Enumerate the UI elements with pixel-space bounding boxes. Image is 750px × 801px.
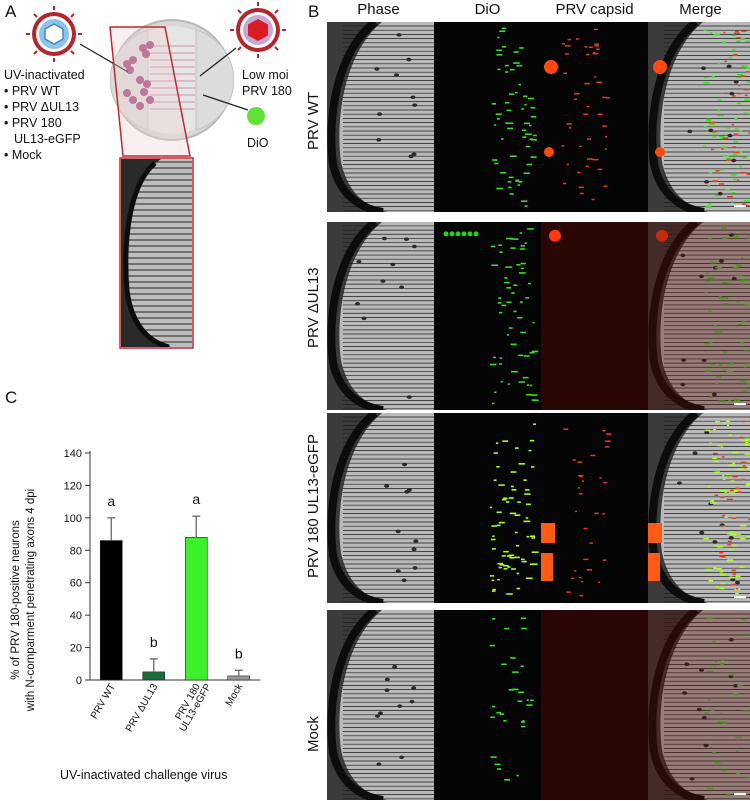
micrograph-dio-row2: [434, 222, 541, 410]
bar-2: [184, 537, 208, 681]
micrograph-merge-row1: [648, 22, 750, 212]
micrograph-merge-row4: [648, 610, 750, 800]
x-axis-label: UV-inactivated challenge virus: [60, 768, 228, 782]
significance-letter-3: b: [235, 645, 243, 661]
row-label-mock: Mock: [305, 716, 322, 752]
uv-item-mock: • Mock: [4, 148, 42, 162]
row-label-prv-dul13: PRV ΔUL13: [305, 267, 322, 348]
micrograph-phase-row4: [327, 610, 434, 800]
bar-3: [227, 675, 251, 681]
y-axis-label: % of PRV 180-positive neurons with N-com…: [9, 489, 39, 711]
column-header-dio: DiO: [474, 1, 501, 18]
y-tick-label: 140: [64, 448, 82, 460]
micrograph-phase-row2: [327, 222, 434, 410]
micrograph-dio-row3: [434, 413, 541, 603]
uv-item-prv-wt: • PRV WT: [4, 84, 61, 98]
bar-0: [99, 540, 123, 681]
y-tick-label: 120: [64, 480, 82, 492]
y-tick-label: 40: [70, 610, 82, 622]
significance-letter-2: a: [192, 491, 200, 507]
column-header-phase: Phase: [357, 1, 400, 18]
y-tick-label: 80: [70, 545, 82, 557]
micrograph-capsid-row3: [541, 413, 648, 603]
dio-label: DiO: [247, 136, 269, 150]
panel-a-letter: A: [5, 2, 17, 21]
bar-1: [142, 671, 166, 681]
y-tick-label: 60: [70, 578, 82, 590]
zoom-frame: [109, 26, 194, 349]
y-tick-label: 0: [76, 675, 82, 687]
panel-a-schematic: [26, 2, 286, 349]
micrograph-merge-row2: [648, 222, 750, 410]
column-header-merge: Merge: [679, 1, 722, 18]
micrograph-capsid-row1: [541, 22, 648, 212]
y-axis-label-line-1: % of PRV 180-positive neurons: [10, 520, 22, 680]
micrograph-phase-row3: [327, 413, 434, 603]
low-moi-label-2: PRV 180: [242, 84, 292, 98]
uv-inactivated-title: UV-inactivated: [4, 68, 85, 82]
significance-letter-1: b: [150, 634, 158, 650]
column-header-prv-capsid: PRV capsid: [555, 1, 634, 18]
dio-dot-icon: [247, 107, 265, 125]
micrograph-capsid-row2: [541, 222, 648, 410]
x-tick-label-0: PRV WT: [89, 682, 118, 721]
micrograph-dio-row1: [434, 22, 541, 212]
zoomed-phase-image: [121, 159, 192, 347]
significance-letter-0: a: [107, 493, 115, 509]
row-label-prv180-ul13-egfp: PRV 180 UL13-eGFP: [305, 434, 322, 578]
micrograph-dio-row4: [434, 610, 541, 800]
low-moi-label-1: Low moi: [242, 68, 289, 82]
row-label-prv-wt: PRV WT: [305, 91, 322, 150]
x-tick-label-1: PRV ΔUL13: [124, 682, 161, 734]
uv-item-prv-dul13: • PRV ΔUL13: [4, 100, 80, 114]
x-tick-label-3: Mock: [224, 681, 246, 708]
y-axis-label-line-2: with N-comparment penetrating axons 4 dp…: [25, 488, 37, 712]
chamber-dish: [109, 19, 235, 141]
micrograph-merge-row3: [648, 413, 750, 603]
uv-item-prv180: • PRV 180: [4, 116, 62, 130]
micrograph-phase-row1: [327, 22, 434, 212]
uv-item-ul13-egfp: UL13-eGFP: [14, 132, 81, 146]
micrograph-capsid-row4: [541, 610, 648, 800]
y-tick-label: 100: [64, 513, 82, 525]
low-moi-virus-icon: [230, 2, 286, 58]
panel-b-letter: B: [308, 2, 320, 21]
y-tick-label: 20: [70, 643, 82, 655]
uv-virus-icon: [26, 6, 82, 62]
panel-c-letter: C: [5, 388, 18, 407]
